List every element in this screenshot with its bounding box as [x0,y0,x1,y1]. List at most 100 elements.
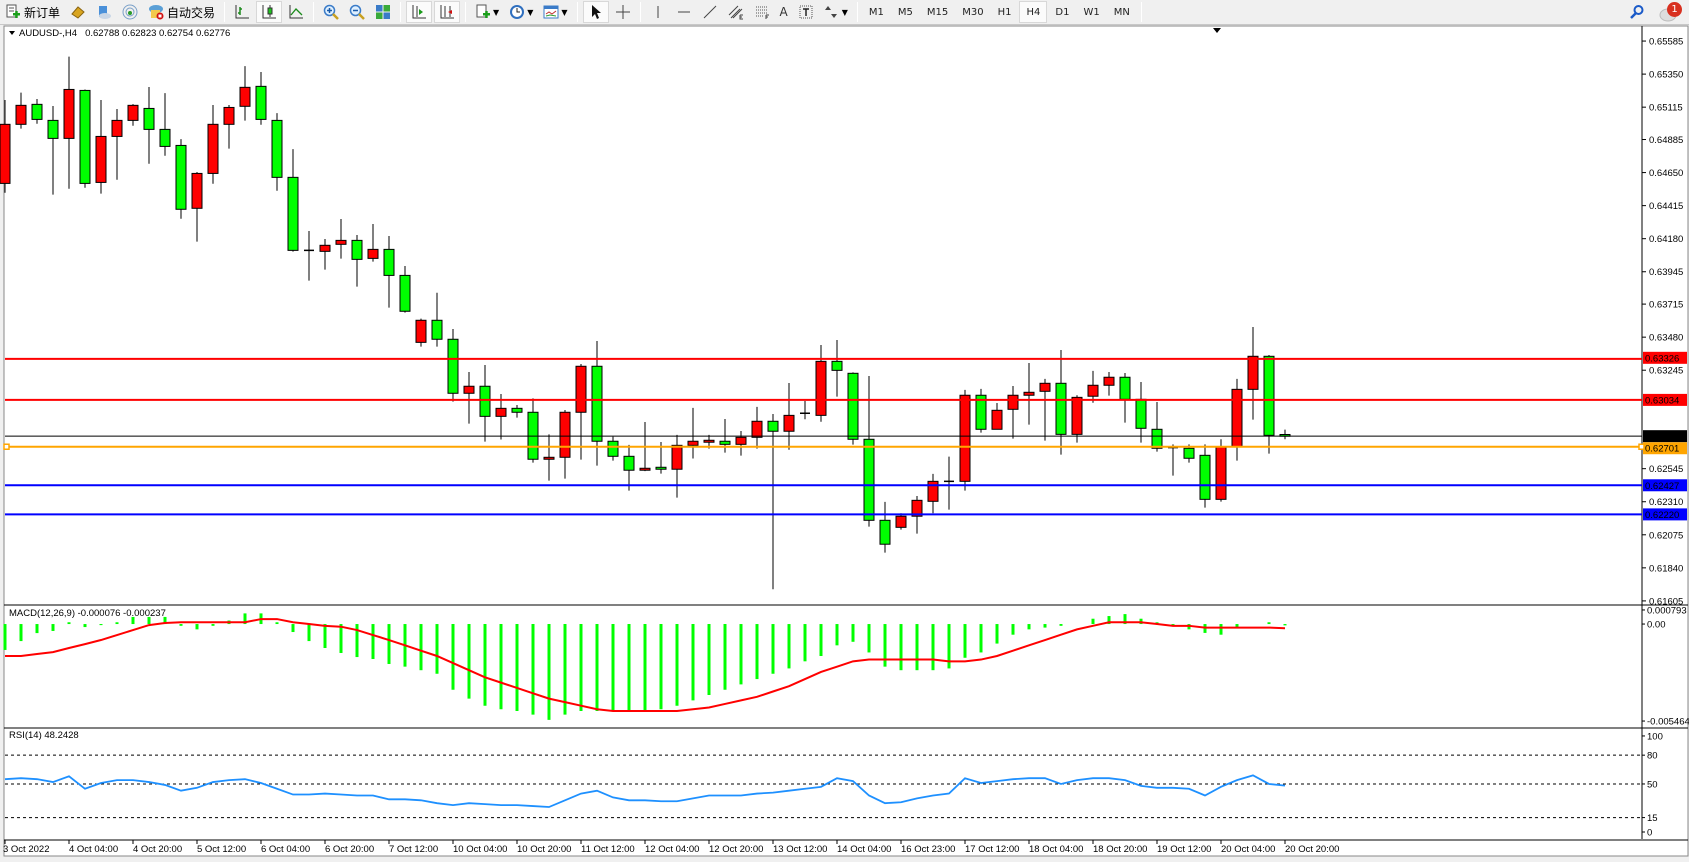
candle-body [1199,454,1211,500]
chart-background [3,25,1689,857]
crosshair-button[interactable] [611,1,635,23]
candle [15,92,27,129]
candle [559,410,571,479]
navigator-button[interactable] [118,1,142,23]
price-tick-label: 0.64180 [1649,234,1683,245]
zoom-in-button[interactable] [319,1,343,23]
rsi-tick-label: 0 [1647,827,1652,838]
candle [383,236,395,308]
chart-shift-button[interactable] [434,1,461,23]
time-tick-label: 14 Oct 04:00 [837,844,891,855]
bar-chart-button[interactable] [230,1,254,23]
candle-body [1215,446,1227,500]
fibonacci-icon [755,6,769,19]
text-button[interactable]: A [776,1,792,23]
navigator-icon [122,4,138,20]
candle [111,108,123,180]
candle-body [31,103,43,120]
zoom-out-button[interactable] [345,1,369,23]
chevron-down-icon: ▼ [841,7,848,17]
level-handle[interactable] [3,443,10,450]
candle [879,501,891,553]
equidistant-channel-button[interactable] [724,1,748,23]
time-tick-label: 5 Oct 12:00 [197,844,246,855]
vertical-line-button[interactable] [646,1,670,23]
timeframe-mn[interactable]: MN [1113,6,1130,18]
candle-body [543,456,555,460]
time-tick-label: 4 Oct 04:00 [69,844,118,855]
rsi-pane[interactable]: 100 80 50 15 0 [4,731,1688,841]
templates-icon [543,5,559,19]
candle [319,238,331,270]
candle [959,389,971,491]
market-watch-button[interactable] [66,1,90,23]
timeframe-m30[interactable]: M30 [962,6,984,18]
candle-body [991,409,1003,430]
toolbar-separator [639,2,641,22]
timeframe-m5[interactable]: M5 [897,6,913,18]
candle [1199,444,1211,508]
candle-body [495,407,507,417]
auto-scroll-button[interactable] [406,1,433,23]
timeframe-d1[interactable]: D1 [1055,6,1070,18]
timeframe-m1[interactable]: M1 [868,6,884,18]
candle [495,393,507,440]
candle-body [607,440,619,457]
auto-trading-button[interactable]: 自动交易 [144,1,219,23]
candle-body [127,104,139,121]
candle [415,318,427,347]
timeframe-m15[interactable]: M15 [926,6,949,18]
macd-tick-label: -0.005464 [1647,717,1689,728]
chart-shift-marker-icon[interactable] [1213,28,1221,33]
macd-tick-label: 0.00 [1647,620,1666,631]
vertical-line-icon [657,6,658,18]
candle-body [47,119,59,139]
periods-dropdown[interactable]: ▼ [505,1,537,23]
line-chart-button[interactable] [284,1,308,23]
notifications-button[interactable]: 1 [1659,2,1682,22]
auto-trading-label: 自动交易 [167,5,216,20]
candle [304,230,314,281]
time-axis: 3 Oct 2022 4 Oct 04:00 4 Oct 20:00 5 Oct 12… [3,840,1339,855]
timeframe-h1[interactable]: H1 [997,6,1012,18]
text-label-button[interactable] [794,1,818,23]
candlestick-button[interactable] [256,1,283,23]
level-handle[interactable] [1638,443,1645,450]
candle [1055,349,1067,455]
candle [47,106,59,195]
new-order-button[interactable]: 新订单 [1,1,64,23]
search-icon[interactable] [1629,4,1645,20]
candle-body [767,420,779,432]
zoom-in-icon [323,4,339,20]
chart-menu-triangle-icon[interactable] [9,31,15,35]
price-pane[interactable]: 0.65585 0.65350 0.65115 0.64885 0.64650 0.644… [0,26,1688,839]
candle [143,87,155,164]
time-tick-label: 18 Oct 04:00 [1029,844,1083,855]
candle [927,473,939,514]
trendline-button[interactable] [698,1,722,23]
price-tick-label: 0.65350 [1649,70,1683,81]
macd-pane[interactable]: 0.000793 0.00 -0.005464 [3,605,1689,729]
arrows-dropdown[interactable]: ▼ [820,1,852,23]
templates-dropdown[interactable]: ▼ [539,1,571,23]
price-tick-label: 0.64650 [1649,168,1683,179]
auto-scroll-icon [412,5,427,19]
candle [1007,385,1019,439]
cursor-button[interactable] [582,1,609,23]
timeframe-h4[interactable]: H4 [1019,1,1048,23]
candle [351,235,363,287]
timeframe-w1[interactable]: W1 [1083,6,1100,18]
candle [271,113,283,191]
candle-body [623,455,635,471]
chart-window[interactable]: 0.65585 0.65350 0.65115 0.64885 0.64650 0.644… [0,25,1689,862]
fibonacci-button[interactable] [750,1,774,23]
data-window-button[interactable] [92,1,116,23]
horizontal-line-button[interactable] [672,1,696,23]
candle [991,402,1003,430]
price-tick-label: 0.63945 [1649,267,1683,278]
tile-windows-button[interactable] [371,1,395,23]
candle-body [735,436,747,445]
candle [815,345,827,422]
indicators-dropdown[interactable]: ▼ [471,1,503,23]
price-level-tag [1643,479,1687,492]
